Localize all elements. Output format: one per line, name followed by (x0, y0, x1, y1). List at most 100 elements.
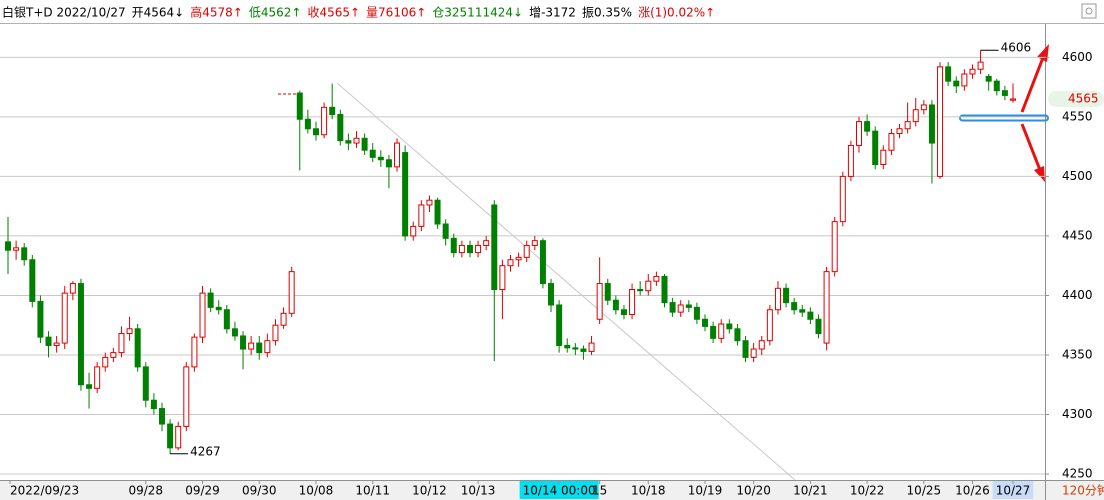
candle-body (248, 342, 255, 350)
candle-body (815, 318, 822, 335)
candle-body (580, 348, 587, 352)
y-tick-label: 4600 (1062, 50, 1093, 64)
x-tick-label: 10/18 (631, 484, 666, 498)
candle-body (385, 159, 392, 168)
candle-body (231, 328, 238, 337)
candle-body (1010, 98, 1016, 101)
candle-body (539, 240, 546, 285)
candle-body (434, 199, 441, 225)
candle-body (677, 304, 684, 313)
candle-body (831, 221, 838, 273)
x-tick-label: 09/29 (185, 484, 220, 498)
candle-body (312, 128, 319, 136)
candle-body (766, 309, 773, 342)
x-tick-label: 10/08 (299, 484, 334, 498)
candle-body (629, 289, 636, 316)
candle-body (515, 256, 522, 261)
candle-body (150, 399, 157, 410)
candle-body (856, 121, 863, 146)
header-item: 低4562↑ (249, 6, 302, 20)
candle-body (499, 265, 506, 291)
settings-icon[interactable] (1085, 7, 1093, 15)
candle-body (110, 352, 117, 358)
candle-body (888, 133, 895, 151)
candle-body (142, 366, 149, 401)
x-tick-label: 15 (592, 484, 607, 498)
candle-body (653, 275, 660, 282)
support-line (959, 114, 1049, 122)
candle-body (304, 118, 311, 130)
x-tick-label: 10/25 (907, 484, 942, 498)
header-item: 收4565↑ (307, 6, 360, 20)
y-tick-label: 4500 (1062, 169, 1093, 183)
candle-body (928, 104, 935, 144)
x-tick-label: 10/13 (461, 484, 496, 498)
candle-body (588, 342, 595, 352)
candle-body (296, 92, 303, 120)
candle-body (272, 324, 279, 342)
header-item: 开4564↓ (132, 6, 185, 20)
candle-body (783, 287, 790, 304)
candle-body (134, 328, 141, 368)
x-tick-label: 2022/09/23 (10, 484, 79, 498)
candle-body (13, 247, 20, 251)
candle-body (183, 366, 190, 427)
x-tick-label: 10/14 00:00 (523, 484, 596, 498)
candle-body (458, 244, 465, 254)
candle-body (450, 237, 457, 254)
x-tick-label: 10/20 (736, 484, 771, 498)
candle-body (961, 73, 968, 87)
candle-body (620, 309, 627, 316)
candle-body (215, 306, 222, 311)
y-tick-label: 4550 (1062, 109, 1093, 123)
candle-body (483, 240, 490, 246)
candle-body (491, 204, 498, 291)
header-item: 量76106↑ (366, 6, 426, 20)
y-tick-label: 4250 (1062, 467, 1093, 481)
candle-body (718, 323, 725, 339)
last-price: 4565 (1068, 92, 1099, 106)
candle-body (369, 149, 376, 158)
candle-body (531, 240, 538, 246)
candle-body (977, 61, 984, 70)
candle-body (199, 292, 206, 338)
settings-button[interactable] (1081, 3, 1097, 19)
candle-body (637, 289, 644, 292)
candle-body (426, 199, 433, 206)
x-tick-label: 10/22 (850, 484, 885, 498)
candle-body (264, 340, 271, 354)
candle-body (223, 309, 230, 330)
candle-body (394, 142, 401, 168)
candle-body (807, 311, 814, 320)
arrow-down (1020, 123, 1045, 182)
candle-body (920, 104, 927, 111)
x-label-highlight (519, 481, 599, 499)
candle-body (53, 342, 60, 346)
x-tick-label: 10/12 (412, 484, 447, 498)
candle-body (661, 275, 668, 304)
candle-body (175, 425, 182, 449)
candle-body (734, 328, 741, 342)
candle-body (345, 140, 352, 144)
candle-body (564, 344, 571, 349)
low-label: 4267 (190, 444, 221, 458)
candle-body (418, 204, 425, 227)
candle-body (256, 342, 263, 354)
candle-body (791, 302, 798, 311)
candle-body (726, 323, 733, 330)
candle-body (572, 347, 579, 350)
candle-body (402, 152, 409, 237)
header: 白银T+D 2022/10/27 开4564↓ 高4578↑ 低4562↑ 收4565↑… (2, 5, 715, 20)
candle-body (799, 309, 806, 313)
x-tick-label: 10/26 (955, 484, 990, 498)
candle-body (475, 244, 482, 254)
candle-body (612, 299, 619, 311)
x-tick-label: 09/30 (242, 484, 277, 498)
candle-body (507, 259, 514, 267)
candle-body (872, 130, 879, 165)
candle-body (945, 66, 952, 82)
candle-body (466, 244, 473, 254)
candle-body (5, 241, 11, 251)
y-tick-label: 4450 (1062, 228, 1093, 242)
candle-body (750, 348, 757, 358)
